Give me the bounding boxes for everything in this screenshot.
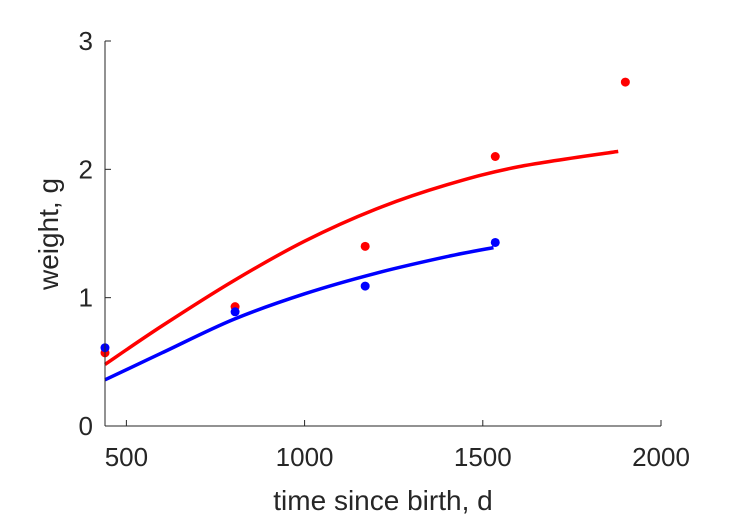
x-axis-label: time since birth, d — [273, 485, 492, 516]
x-tick-label: 1500 — [454, 442, 512, 472]
x-tick-label: 500 — [105, 442, 148, 472]
y-tick-label: 2 — [79, 154, 93, 184]
data-points — [100, 77, 630, 358]
y-tick-label: 1 — [79, 283, 93, 313]
y-tick-label: 3 — [79, 26, 93, 56]
data-point-blue — [360, 281, 370, 291]
y-axis-label: weight, g — [33, 178, 64, 291]
data-point-red — [620, 77, 630, 87]
fit-curve-blue — [104, 245, 494, 382]
axes: 500 1000 1500 2000 0 1 2 3 — [79, 26, 690, 472]
fit-curve-red — [104, 149, 619, 366]
data-point-red — [490, 152, 500, 161]
data-point-blue — [490, 237, 500, 247]
data-point-blue — [230, 307, 240, 317]
x-tick-label: 1000 — [276, 442, 334, 472]
data-point-red — [360, 241, 370, 251]
y-tick-label: 0 — [79, 411, 93, 441]
fit-curves — [104, 149, 619, 382]
x-tick-label: 2000 — [632, 442, 690, 472]
